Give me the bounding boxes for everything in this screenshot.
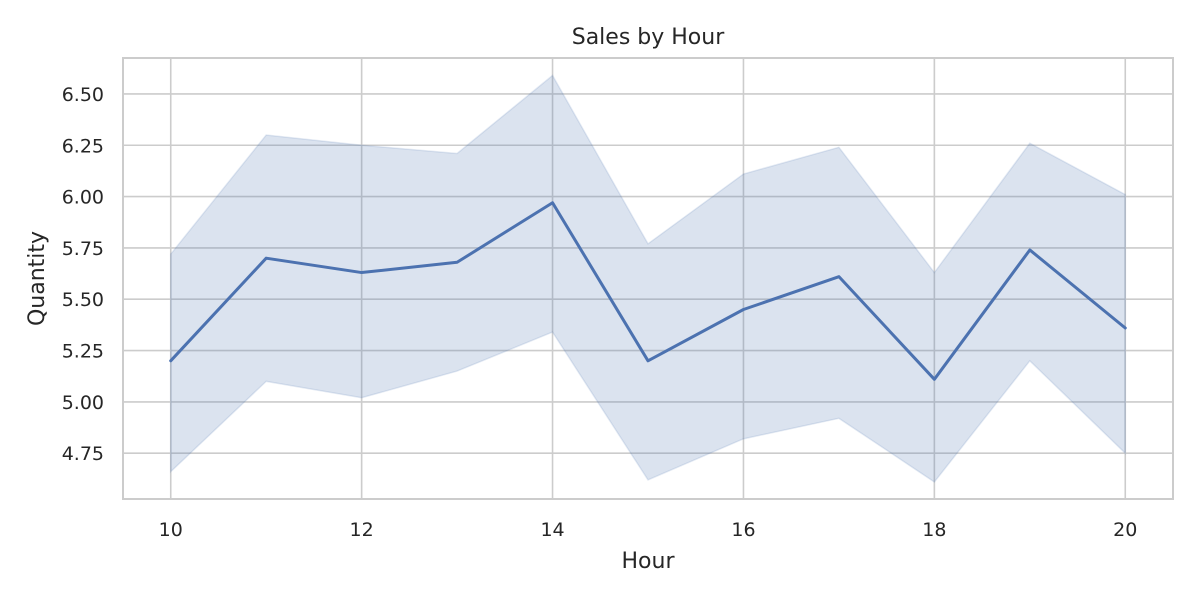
series-line-layer (169, 201, 1127, 381)
confidence-band (169, 74, 1127, 483)
y-tick-label: 6.00 (62, 187, 104, 209)
x-tick-label: 20 (1113, 519, 1137, 541)
x-tick-label: 18 (922, 519, 946, 541)
y-tick-label: 6.25 (62, 135, 104, 157)
y-tick-label: 5.75 (62, 238, 104, 260)
data-point (169, 359, 173, 363)
data-point (264, 256, 268, 260)
x-tick-label: 12 (350, 519, 374, 541)
y-tick-label: 6.50 (62, 84, 104, 106)
data-point (455, 260, 459, 264)
plot-frame (122, 57, 1174, 500)
data-point (646, 359, 650, 363)
y-axis-label: Quantity (25, 231, 50, 326)
data-point (551, 201, 555, 205)
series-line (169, 201, 1127, 381)
grid (123, 58, 1173, 499)
x-tick-label: 14 (540, 519, 564, 541)
confidence-band-layer (169, 74, 1127, 483)
y-tick-labels: 4.75 5.00 5.25 5.50 5.75 6.00 6.25 6.50 (62, 84, 104, 465)
y-tick-label: 5.50 (62, 289, 104, 311)
y-tick-label: 5.00 (62, 392, 104, 414)
y-tick-label: 5.25 (62, 341, 104, 363)
data-point (741, 308, 745, 312)
data-point (932, 377, 936, 381)
data-point (1028, 248, 1032, 252)
data-point (1123, 326, 1127, 330)
chart-title: Sales by Hour (572, 25, 725, 50)
data-point (837, 275, 841, 279)
x-axis-label: Hour (622, 549, 676, 574)
data-point (360, 271, 364, 275)
x-tick-label: 16 (731, 519, 755, 541)
x-tick-label: 10 (159, 519, 183, 541)
x-tick-labels: 10 12 14 16 18 20 (159, 519, 1138, 541)
y-tick-label: 4.75 (62, 443, 104, 465)
